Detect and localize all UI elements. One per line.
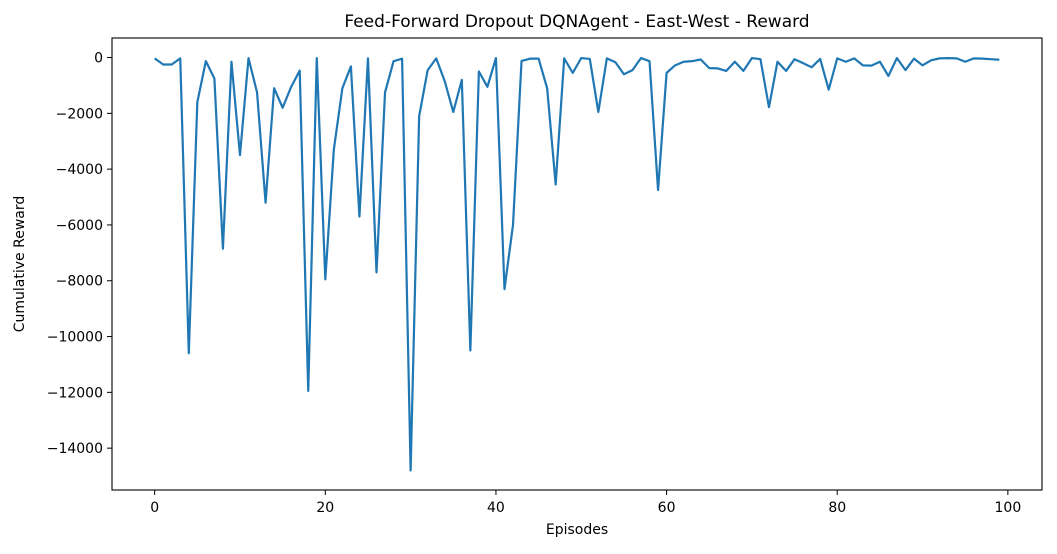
- y-tick-label: −14000: [47, 441, 103, 457]
- series-line-0: [154, 56, 1000, 472]
- y-tick-label: −10000: [47, 330, 103, 346]
- y-tick-label: 0: [94, 51, 103, 67]
- x-tick-label: 60: [658, 500, 676, 516]
- x-tick-label: 0: [150, 500, 159, 516]
- chart-title: Feed-Forward Dropout DQNAgent - East-Wes…: [344, 12, 809, 32]
- y-tick-label: −6000: [56, 218, 103, 234]
- y-tick-label: −8000: [56, 274, 103, 290]
- y-axis-label: Cumulative Reward: [12, 196, 28, 333]
- x-tick-label: 80: [828, 500, 846, 516]
- y-axis: 0 −2000 −4000 −6000 −8000 −10000 −12000 −14000: [47, 51, 112, 457]
- y-tick-label: −4000: [56, 162, 103, 178]
- x-tick-label: 40: [487, 500, 505, 516]
- x-axis-label: Episodes: [546, 522, 608, 538]
- x-axis: 0 20 40 60 80 100: [150, 490, 1021, 516]
- plot-area: [154, 56, 1000, 472]
- x-tick-label: 20: [316, 500, 334, 516]
- x-tick-label: 100: [995, 500, 1022, 516]
- y-tick-label: −12000: [47, 385, 103, 401]
- plot-frame: [111, 37, 1043, 491]
- y-tick-label: −2000: [56, 106, 103, 122]
